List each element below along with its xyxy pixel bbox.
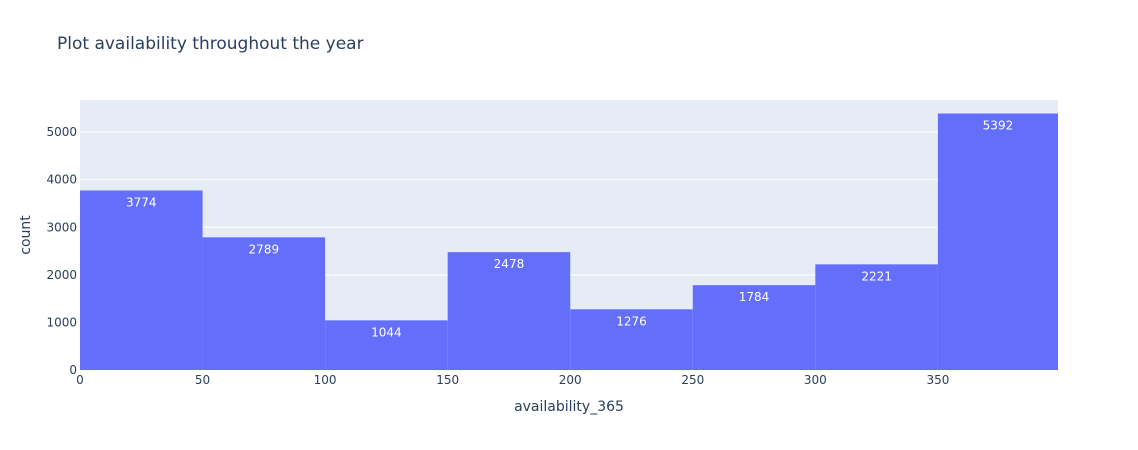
bar-value-label: 5392 [983,119,1014,133]
x-tick-label: 0 [76,373,84,387]
x-tick-label: 150 [436,373,459,387]
x-axis-label: availability_365 [514,399,624,415]
x-tick-label: 300 [804,373,827,387]
y-tick-label: 5000 [46,125,77,139]
y-axis-ticks: 0 1000 2000 3000 4000 5000 [46,125,77,377]
histogram-bar [815,264,938,370]
x-tick-label: 350 [926,373,949,387]
bar-value-label: 2478 [494,257,525,271]
chart-title: Plot availability throughout the year [57,34,364,54]
histogram-bar [80,190,203,370]
bar-value-label: 1784 [739,290,770,304]
bar-value-label: 3774 [126,195,157,209]
bars [80,113,1058,370]
x-tick-label: 250 [681,373,704,387]
y-tick-label: 2000 [46,268,77,282]
x-tick-label: 200 [559,373,582,387]
y-axis-label: count [18,215,34,255]
histogram-bar [202,237,326,370]
histogram-bar [570,309,693,370]
bar-labels: 3774 2789 1044 2478 1276 1784 2221 5392 [126,119,1013,340]
x-tick-label: 100 [314,373,337,387]
y-tick-label: 4000 [46,173,77,187]
bar-value-label: 2221 [861,269,892,283]
histogram-bar [937,113,1058,370]
x-axis-ticks: 0 50 100 150 200 250 300 350 [76,373,949,387]
bar-value-label: 1276 [616,314,647,328]
bar-value-label: 1044 [371,325,402,339]
x-tick-label: 50 [195,373,210,387]
y-tick-label: 3000 [46,220,77,234]
y-tick-label: 0 [69,363,77,377]
histogram-bar [325,320,448,370]
histogram-bar [692,285,816,370]
y-tick-label: 1000 [46,315,77,329]
histogram-bar [447,252,571,370]
bar-value-label: 2789 [249,242,280,256]
